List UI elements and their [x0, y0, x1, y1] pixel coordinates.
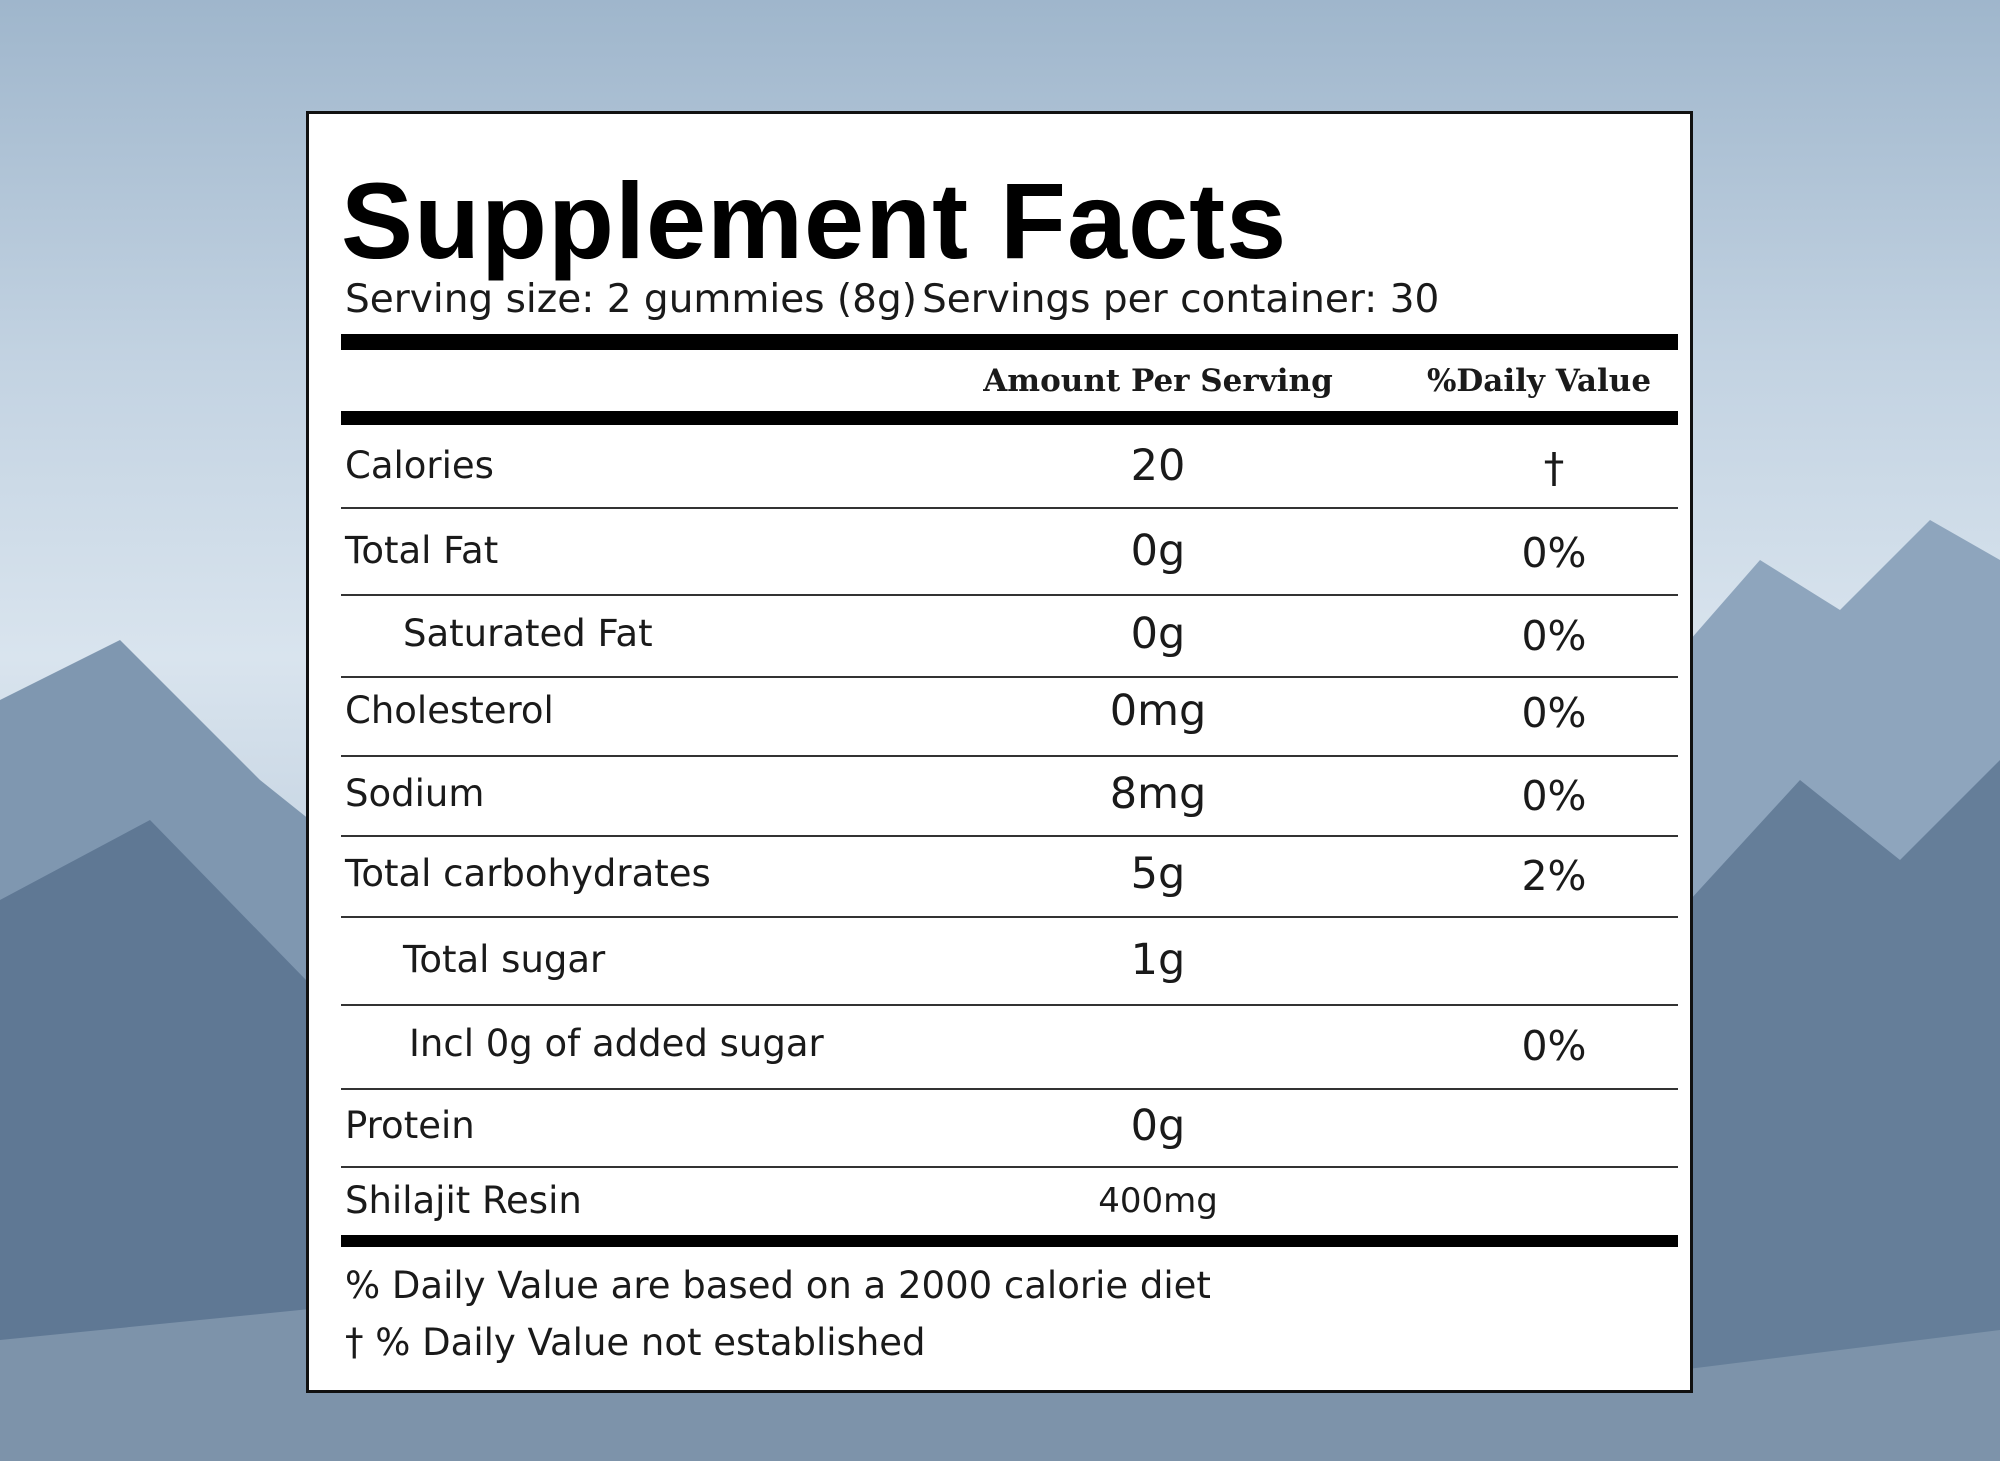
amount: 1g — [1130, 935, 1186, 985]
nutrient-name: Total Fat — [345, 529, 499, 572]
nutrient-name: Saturated Fat — [403, 612, 653, 655]
nutrient-name: Shilajit Resin — [345, 1179, 582, 1222]
row-rule — [341, 676, 1678, 678]
row-rule — [341, 1004, 1678, 1006]
row-rule — [341, 1088, 1678, 1090]
row-rule — [341, 755, 1678, 757]
thick-rule — [341, 411, 1678, 425]
thick-rule — [341, 1235, 1678, 1247]
amount: 0g — [1130, 609, 1186, 659]
daily-value: 0% — [1521, 689, 1587, 737]
footnote: † % Daily Value not established — [345, 1321, 926, 1364]
mountain — [0, 820, 306, 1461]
nutrient-name: Incl 0g of added sugar — [409, 1022, 824, 1065]
supplement-facts-panel: Supplement Facts Serving size: 2 gummies… — [306, 111, 1693, 1393]
thick-rule — [341, 334, 1678, 350]
nutrient-name: Protein — [345, 1104, 475, 1147]
daily-value: † — [1543, 444, 1565, 492]
column-header-text: %Daily Value — [1426, 363, 1652, 399]
nutrient-name: Total carbohydrates — [345, 852, 711, 895]
servings-per-container: Servings per container: 30 — [922, 277, 1440, 322]
row-rule — [341, 507, 1678, 509]
amount: 20 — [1130, 441, 1186, 491]
amount: 0g — [1130, 526, 1186, 576]
daily-value: 0% — [1521, 529, 1587, 577]
daily-value: 0% — [1521, 612, 1587, 660]
amount: 5g — [1130, 849, 1186, 899]
row-rule — [341, 835, 1678, 837]
nutrient-name: Sodium — [345, 772, 485, 815]
column-header-text: Amount Per Serving — [983, 363, 1333, 399]
nutrient-name: Total sugar — [403, 938, 606, 981]
daily-value: 2% — [1521, 852, 1587, 900]
row-rule — [341, 594, 1678, 596]
row-rule — [341, 916, 1678, 918]
nutrient-name: Calories — [345, 444, 494, 487]
row-rule — [341, 1166, 1678, 1168]
footnote: % Daily Value are based on a 2000 calori… — [345, 1264, 1211, 1307]
daily-value: 0% — [1521, 1022, 1587, 1070]
daily-value: 0% — [1521, 772, 1587, 820]
amount: 0mg — [1109, 686, 1207, 736]
amount: 0g — [1130, 1101, 1186, 1151]
serving-size: Serving size: 2 gummies (8g) — [345, 277, 917, 322]
nutrient-name: Cholesterol — [345, 689, 554, 732]
mountain — [1690, 760, 2000, 1461]
amount: 8mg — [1109, 769, 1207, 819]
title: Supplement Facts — [341, 160, 1288, 281]
amount: 400mg — [1098, 1181, 1218, 1221]
